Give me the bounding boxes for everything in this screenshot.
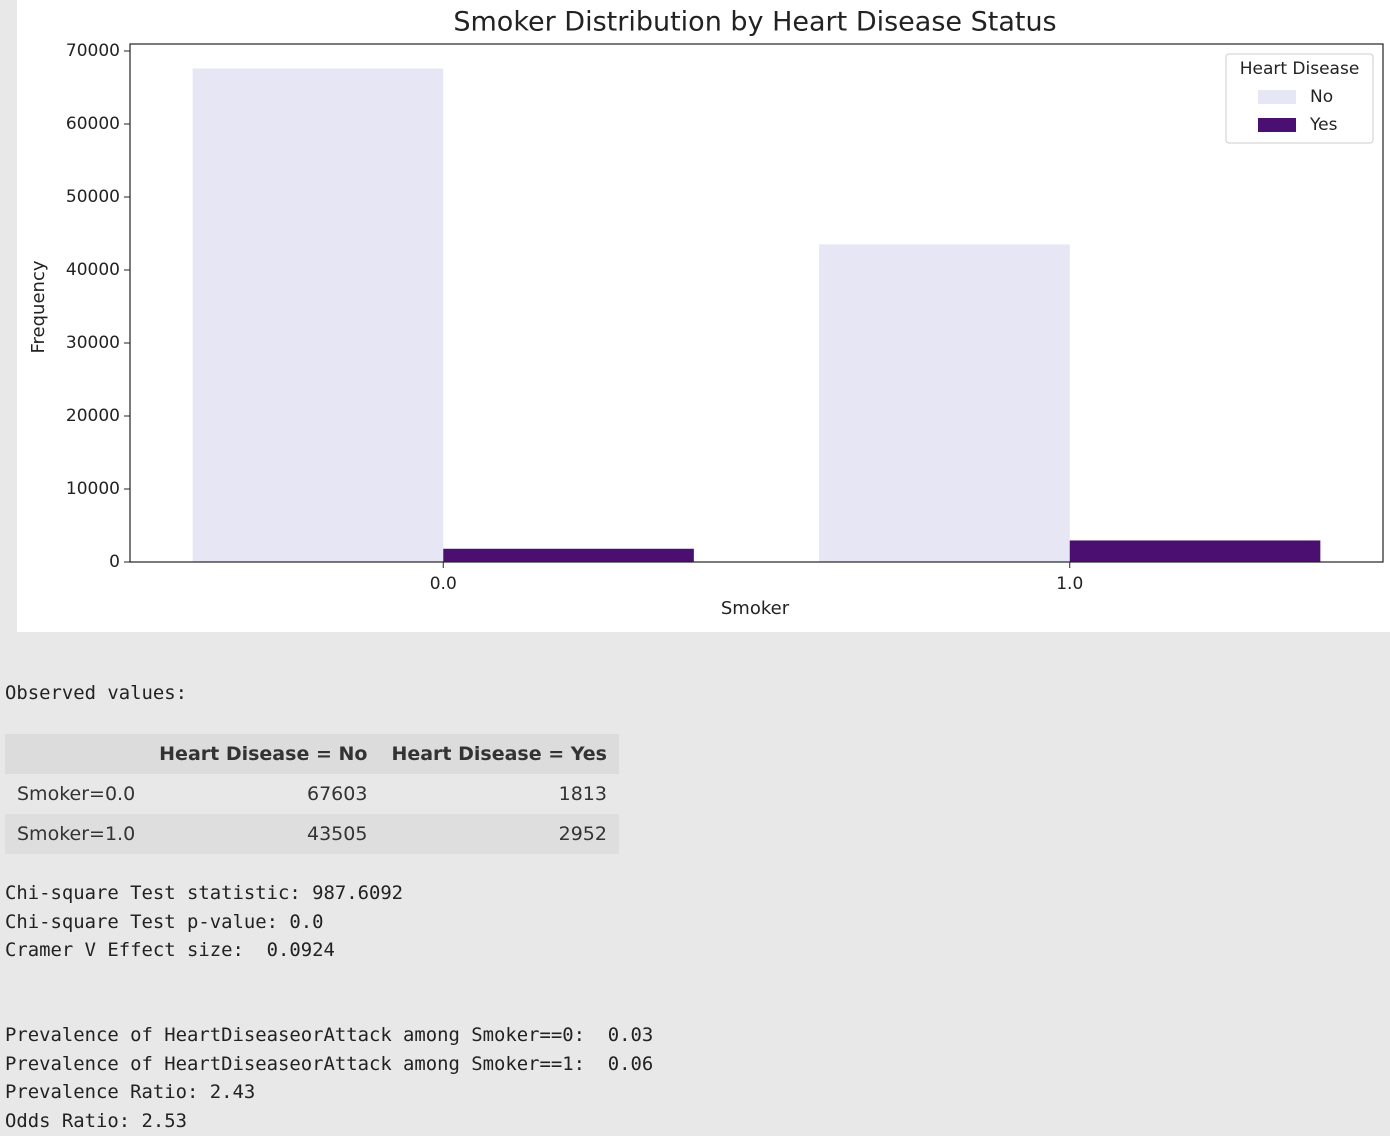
y-tick-label: 50000 — [66, 187, 120, 207]
output-line: Prevalence Ratio: 2.43 — [5, 1081, 256, 1104]
observed-table: Heart Disease = No Heart Disease = Yes Smo… — [5, 734, 619, 854]
output-line: Cramer V Effect size: 0.0924 — [5, 939, 335, 962]
y-tick-label: 10000 — [66, 479, 120, 499]
table-corner — [5, 734, 148, 774]
table-cell: 67603 — [306, 783, 368, 805]
y-tick-label: 40000 — [66, 260, 120, 280]
column-header: Heart Disease = Yes — [379, 734, 619, 774]
column-header: Heart Disease = No — [147, 734, 380, 774]
chart: Smoker Distribution by Heart Disease Sta… — [17, 0, 1390, 632]
bar — [443, 548, 694, 562]
table-row: Smoker=0.0 67603 1813 — [5, 774, 619, 814]
x-tick-label: 1.0 — [1056, 574, 1083, 594]
y-axis-label: Frequency — [28, 260, 49, 353]
x-tick-label: 0.0 — [430, 574, 457, 594]
axes-frame — [129, 43, 1384, 563]
y-tick-label: 30000 — [66, 333, 120, 353]
legend-label: No — [1310, 87, 1333, 107]
table-cell: 2952 — [379, 814, 619, 854]
output-intro: Observed values: — [5, 682, 187, 704]
bar — [819, 244, 1070, 563]
chart-title: Smoker Distribution by Heart Disease Sta… — [453, 7, 1056, 38]
table-cell: 1813 — [558, 783, 607, 805]
y-tick-label: 0 — [109, 552, 120, 572]
y-tick-label: 60000 — [66, 114, 120, 134]
output-line: Chi-square Test p-value: 0.0 — [5, 910, 324, 933]
legend-swatch — [1258, 90, 1296, 104]
table-header-row: Heart Disease = No Heart Disease = Yes — [5, 734, 619, 774]
output-line: Prevalence of HeartDiseaseorAttack among… — [5, 1024, 654, 1046]
legend-title: Heart Disease — [1240, 59, 1360, 79]
bar — [1069, 540, 1321, 562]
table-cell: 43505 — [147, 814, 380, 854]
output-line: Chi-square Test statistic: 987.6092 — [5, 882, 404, 904]
row-label: Smoker=0.0 — [17, 783, 136, 805]
y-tick-label: 20000 — [66, 406, 120, 426]
x-axis-label: Smoker — [721, 598, 790, 619]
prevalence-block: Prevalence of HeartDiseaseorAttack among… — [5, 1021, 653, 1136]
stats-block: Chi-square Test statistic: 987.6092 Chi-s… — [5, 879, 403, 965]
legend-label: Yes — [1309, 115, 1338, 135]
bar — [192, 68, 444, 562]
table-row: Smoker=1.0 43505 2952 — [5, 814, 619, 854]
row-label: Smoker=1.0 — [5, 814, 148, 854]
y-tick-label: 70000 — [66, 41, 120, 61]
legend-swatch — [1258, 118, 1296, 132]
output-line: Odds Ratio: 2.53 — [5, 1110, 187, 1133]
output-line: Prevalence of HeartDiseaseorAttack among… — [5, 1052, 654, 1075]
